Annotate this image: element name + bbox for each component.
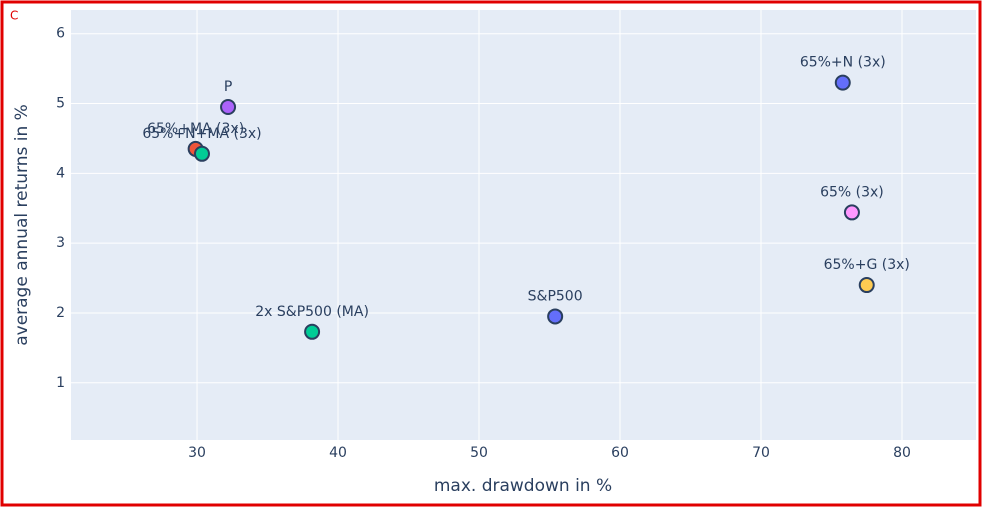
x-tick-label: 80: [893, 445, 911, 461]
panel-label: C: [10, 9, 18, 23]
point: [858, 277, 875, 294]
point: [193, 145, 210, 162]
point-label: 2x S&P500 (MA): [255, 304, 369, 320]
point: [220, 99, 237, 116]
point: [304, 323, 321, 340]
point-label: P: [224, 79, 232, 95]
y-tick-label: 4: [56, 165, 65, 181]
point-label: S&P500: [528, 288, 583, 304]
x-tick-label: 70: [752, 445, 770, 461]
point-label: 65%+MA (3x): [147, 121, 244, 137]
point-label: 65%+N+MA (3x): [142, 126, 261, 142]
y-axis-title: average annual returns in %: [12, 104, 32, 346]
y-tick-label: 1: [56, 375, 65, 391]
x-tick-label: 40: [329, 445, 347, 461]
x-tick-label: 30: [188, 445, 206, 461]
y-tick-label: 5: [56, 96, 65, 112]
point: [834, 74, 851, 91]
point: [547, 308, 564, 325]
plot-area: [71, 10, 976, 440]
point: [843, 204, 860, 221]
y-tick-label: 3: [56, 235, 65, 251]
point-label: 65%+G (3x): [824, 257, 910, 273]
point-label: 65%+N (3x): [800, 55, 886, 71]
y-tick-label: 6: [56, 26, 65, 42]
x-axis-title: max. drawdown in %: [434, 476, 612, 496]
point-label: 65% (3x): [820, 184, 884, 200]
x-tick-label: 60: [611, 445, 629, 461]
y-tick-label: 2: [56, 305, 65, 321]
x-tick-label: 50: [470, 445, 488, 461]
